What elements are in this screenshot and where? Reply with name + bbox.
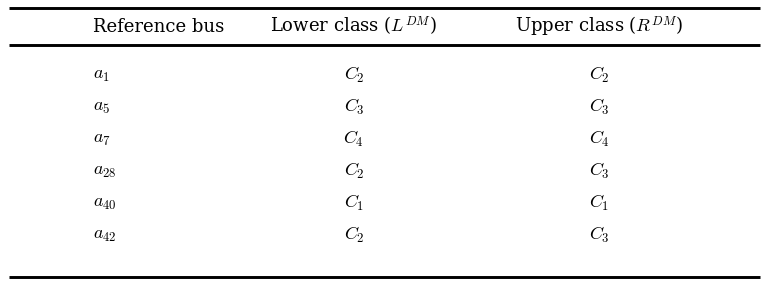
Text: $C_1$: $C_1$ <box>344 193 364 213</box>
Text: $a_7$: $a_7$ <box>93 130 111 148</box>
Text: $C_2$: $C_2$ <box>344 161 365 181</box>
Text: $C_2$: $C_2$ <box>589 64 609 85</box>
Text: $a_{42}$: $a_{42}$ <box>93 226 117 244</box>
Text: $a_{28}$: $a_{28}$ <box>93 162 117 180</box>
Text: $C_3$: $C_3$ <box>589 97 609 117</box>
Text: $a_5$: $a_5$ <box>93 98 111 116</box>
Text: $C_2$: $C_2$ <box>344 64 365 85</box>
Text: $C_3$: $C_3$ <box>344 97 365 117</box>
Text: $C_3$: $C_3$ <box>589 161 609 181</box>
Text: $a_{40}$: $a_{40}$ <box>93 194 117 212</box>
Text: $C_1$: $C_1$ <box>589 193 609 213</box>
Text: $C_3$: $C_3$ <box>589 225 609 245</box>
Text: $C_4$: $C_4$ <box>344 129 365 149</box>
Text: $C_2$: $C_2$ <box>344 225 365 245</box>
Text: $C_4$: $C_4$ <box>588 129 609 149</box>
Text: Reference bus: Reference bus <box>93 18 225 36</box>
Text: Lower class ($L^{DM}$): Lower class ($L^{DM}$) <box>271 15 438 38</box>
Text: Upper class ($R^{DM}$): Upper class ($R^{DM}$) <box>515 14 683 39</box>
Text: $a_1$: $a_1$ <box>93 66 110 83</box>
